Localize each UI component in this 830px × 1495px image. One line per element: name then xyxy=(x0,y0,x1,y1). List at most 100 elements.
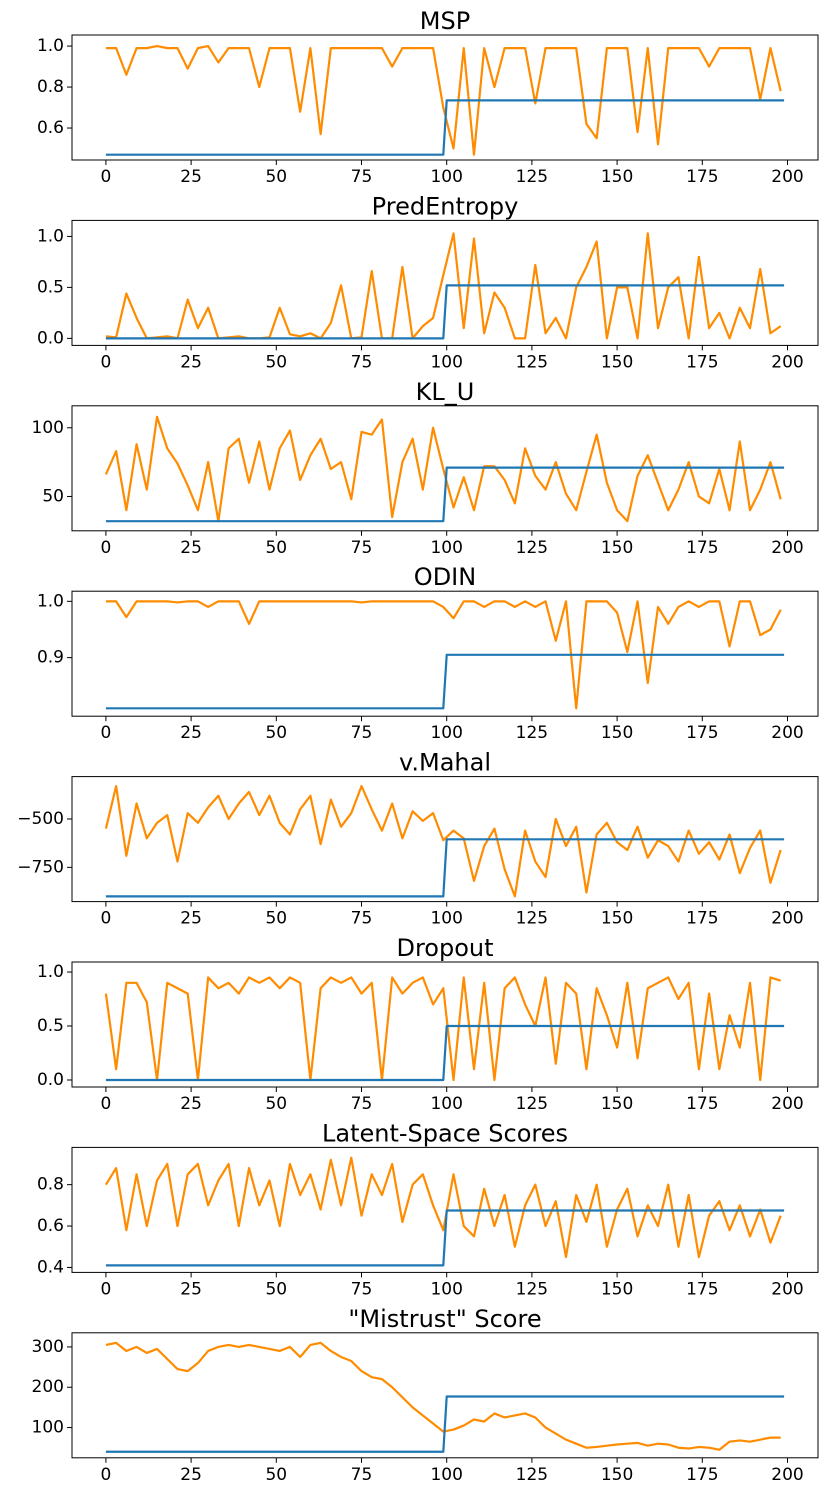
x-tick-label: 0 xyxy=(100,1465,111,1485)
y-tick-label: 0.6 xyxy=(37,118,64,138)
x-tick-label: 25 xyxy=(180,538,202,558)
y-tick-label: 200 xyxy=(32,1377,64,1397)
x-tick-label: 50 xyxy=(265,1094,287,1114)
x-tick-label: 175 xyxy=(686,538,718,558)
axes-frame xyxy=(71,776,819,903)
x-tick-label: 25 xyxy=(180,909,202,929)
x-tick-label: 150 xyxy=(601,538,633,558)
panel-title: KL_U xyxy=(416,378,475,406)
data-line xyxy=(104,1156,782,1259)
x-tick-label: 75 xyxy=(351,723,373,743)
x-tick-label: 175 xyxy=(686,909,718,929)
y-tick-label: −750 xyxy=(17,857,64,877)
axes-frame xyxy=(71,219,819,346)
axes-frame xyxy=(71,34,819,161)
x-tick-label: 125 xyxy=(516,538,548,558)
x-tick-label: 0 xyxy=(100,1094,111,1114)
axes-frame xyxy=(71,590,819,717)
x-tick-label: 125 xyxy=(516,909,548,929)
data-line xyxy=(105,99,785,156)
x-tick-label: 50 xyxy=(265,538,287,558)
panel-title: Latent-Space Scores xyxy=(322,1119,568,1147)
x-tick-label: 175 xyxy=(686,167,718,187)
data-line xyxy=(105,600,782,710)
panel-title: ODIN xyxy=(414,563,476,591)
data-line xyxy=(105,838,785,898)
x-tick-label: 25 xyxy=(180,352,202,372)
x-tick-label: 75 xyxy=(351,538,373,558)
x-tick-label: 200 xyxy=(771,352,803,372)
y-tick-label: 100 xyxy=(32,418,64,438)
x-tick-label: 150 xyxy=(601,1465,633,1485)
x-tick-label: 125 xyxy=(516,167,548,187)
x-tick-label: 125 xyxy=(516,352,548,372)
x-tick-label: 100 xyxy=(430,1094,462,1114)
axes-frame xyxy=(71,405,819,532)
x-tick-label: 200 xyxy=(771,723,803,743)
x-tick-label: 25 xyxy=(180,1465,202,1485)
x-tick-label: 25 xyxy=(180,1094,202,1114)
data-line xyxy=(105,1209,785,1267)
panel-title: "Mistrust" Score xyxy=(348,1305,541,1333)
x-tick-label: 50 xyxy=(265,909,287,929)
x-tick-label: 125 xyxy=(516,1465,548,1485)
x-tick-label: 125 xyxy=(516,1094,548,1114)
x-tick-label: 50 xyxy=(265,167,287,187)
x-tick-label: 150 xyxy=(601,167,633,187)
y-tick-label: 0.5 xyxy=(37,277,64,297)
panel-title: Dropout xyxy=(396,934,493,962)
x-tick-label: 200 xyxy=(771,1465,803,1485)
x-tick-label: 50 xyxy=(265,1279,287,1299)
data-line xyxy=(104,784,782,898)
axes-frame xyxy=(71,961,819,1088)
x-tick-label: 100 xyxy=(430,1279,462,1299)
y-tick-label: 0.8 xyxy=(37,77,64,97)
y-tick-label: 1.0 xyxy=(37,36,64,56)
x-tick-label: 175 xyxy=(686,1094,718,1114)
panel-title: v.Mahal xyxy=(399,749,491,777)
y-tick-label: 0.6 xyxy=(37,1216,64,1236)
x-tick-label: 175 xyxy=(686,723,718,743)
x-tick-label: 75 xyxy=(351,167,373,187)
x-tick-label: 200 xyxy=(771,1279,803,1299)
x-tick-label: 150 xyxy=(601,1094,633,1114)
y-tick-label: 300 xyxy=(32,1337,64,1357)
data-line xyxy=(104,976,782,1082)
x-tick-label: 0 xyxy=(100,538,111,558)
x-tick-label: 200 xyxy=(771,167,803,187)
x-tick-label: 75 xyxy=(351,1279,373,1299)
x-tick-label: 0 xyxy=(100,1279,111,1299)
x-tick-label: 75 xyxy=(351,1094,373,1114)
x-tick-label: 150 xyxy=(601,352,633,372)
x-tick-label: 200 xyxy=(771,538,803,558)
y-tick-label: 0.0 xyxy=(37,328,64,348)
x-tick-label: 125 xyxy=(516,723,548,743)
y-tick-label: 1.0 xyxy=(37,591,64,611)
y-tick-label: 1.0 xyxy=(37,226,64,246)
data-line xyxy=(105,1024,785,1082)
axes-frame xyxy=(71,1332,819,1459)
x-tick-label: 125 xyxy=(516,1279,548,1299)
y-tick-label: 100 xyxy=(32,1418,64,1438)
data-line xyxy=(105,284,785,340)
y-tick-label: 0.5 xyxy=(37,1016,64,1036)
x-tick-label: 0 xyxy=(100,909,111,929)
x-tick-label: 175 xyxy=(686,352,718,372)
x-tick-label: 25 xyxy=(180,1279,202,1299)
x-tick-label: 75 xyxy=(351,1465,373,1485)
axes-frame xyxy=(71,1146,819,1273)
data-line xyxy=(105,44,782,156)
x-tick-label: 0 xyxy=(100,352,111,372)
x-tick-label: 75 xyxy=(351,352,373,372)
y-tick-label: 0.0 xyxy=(37,1070,64,1090)
x-tick-label: 100 xyxy=(430,352,462,372)
x-tick-label: 100 xyxy=(430,167,462,187)
panel-title: PredEntropy xyxy=(372,192,519,220)
x-tick-label: 150 xyxy=(601,909,633,929)
y-tick-label: 0.4 xyxy=(37,1257,64,1277)
x-tick-label: 0 xyxy=(100,167,111,187)
data-line xyxy=(105,1341,781,1451)
x-tick-label: 25 xyxy=(180,167,202,187)
